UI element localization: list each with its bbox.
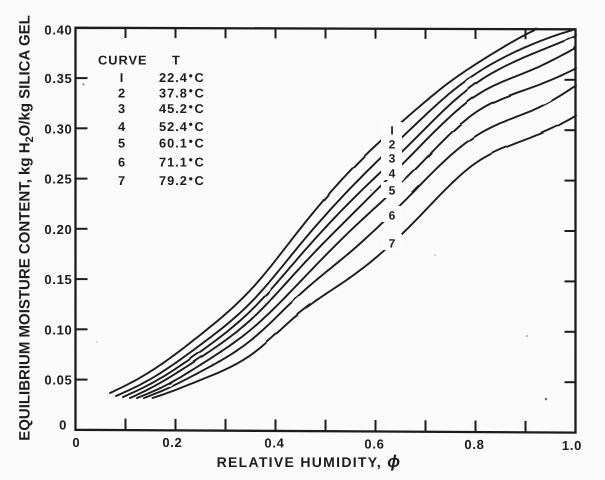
svg-text:0.35: 0.35 [44,71,72,86]
svg-text:6: 6 [389,208,396,222]
svg-text:0.40: 0.40 [44,22,72,37]
svg-text:EQUILIBRIUM MOISTURE CONTENT,: EQUILIBRIUM MOISTURE CONTENT, kg H2O/kg … [17,15,37,441]
svg-text:71.1●C: 71.1●C [159,154,205,169]
svg-text:0.6: 0.6 [364,436,384,451]
svg-text:7: 7 [389,236,396,250]
svg-text:5: 5 [389,183,396,197]
svg-text:RELATIVE HUMIDITY, ϕ: RELATIVE HUMIDITY, ϕ [217,452,402,471]
svg-text:3: 3 [389,151,396,165]
svg-text:6: 6 [118,154,126,169]
svg-text:1.0: 1.0 [562,438,582,453]
svg-text:2: 2 [389,137,396,151]
svg-text:37.8●C: 37.8●C [159,85,205,100]
svg-text:60.1●C: 60.1●C [159,136,205,151]
svg-text:I: I [120,70,125,85]
svg-text:0: 0 [59,418,67,433]
svg-text:4: 4 [118,119,126,134]
svg-text:0.20: 0.20 [44,222,72,237]
svg-text:0.10: 0.10 [44,322,72,337]
svg-text:5: 5 [118,136,126,151]
svg-text:0.2: 0.2 [162,435,182,450]
svg-text:22.4●C: 22.4●C [159,70,205,85]
svg-text:0.05: 0.05 [44,373,72,388]
svg-text:0.8: 0.8 [464,437,484,452]
svg-text:0.15: 0.15 [44,272,72,287]
svg-text:0: 0 [72,435,80,450]
svg-text:0.25: 0.25 [44,172,72,187]
svg-text:3: 3 [118,101,126,116]
svg-text:4: 4 [389,166,396,180]
svg-text:52.4●C: 52.4●C [159,119,205,134]
svg-text:79.2●C: 79.2●C [159,173,205,188]
svg-text:2: 2 [118,85,126,100]
svg-text:0.30: 0.30 [44,121,72,136]
svg-text:7: 7 [118,173,126,188]
svg-text:CURVE: CURVE [98,53,148,68]
svg-text:T: T [172,53,181,68]
svg-text:I: I [390,123,393,137]
svg-text:0.4: 0.4 [264,436,284,451]
svg-text:45.2●C: 45.2●C [159,101,205,116]
